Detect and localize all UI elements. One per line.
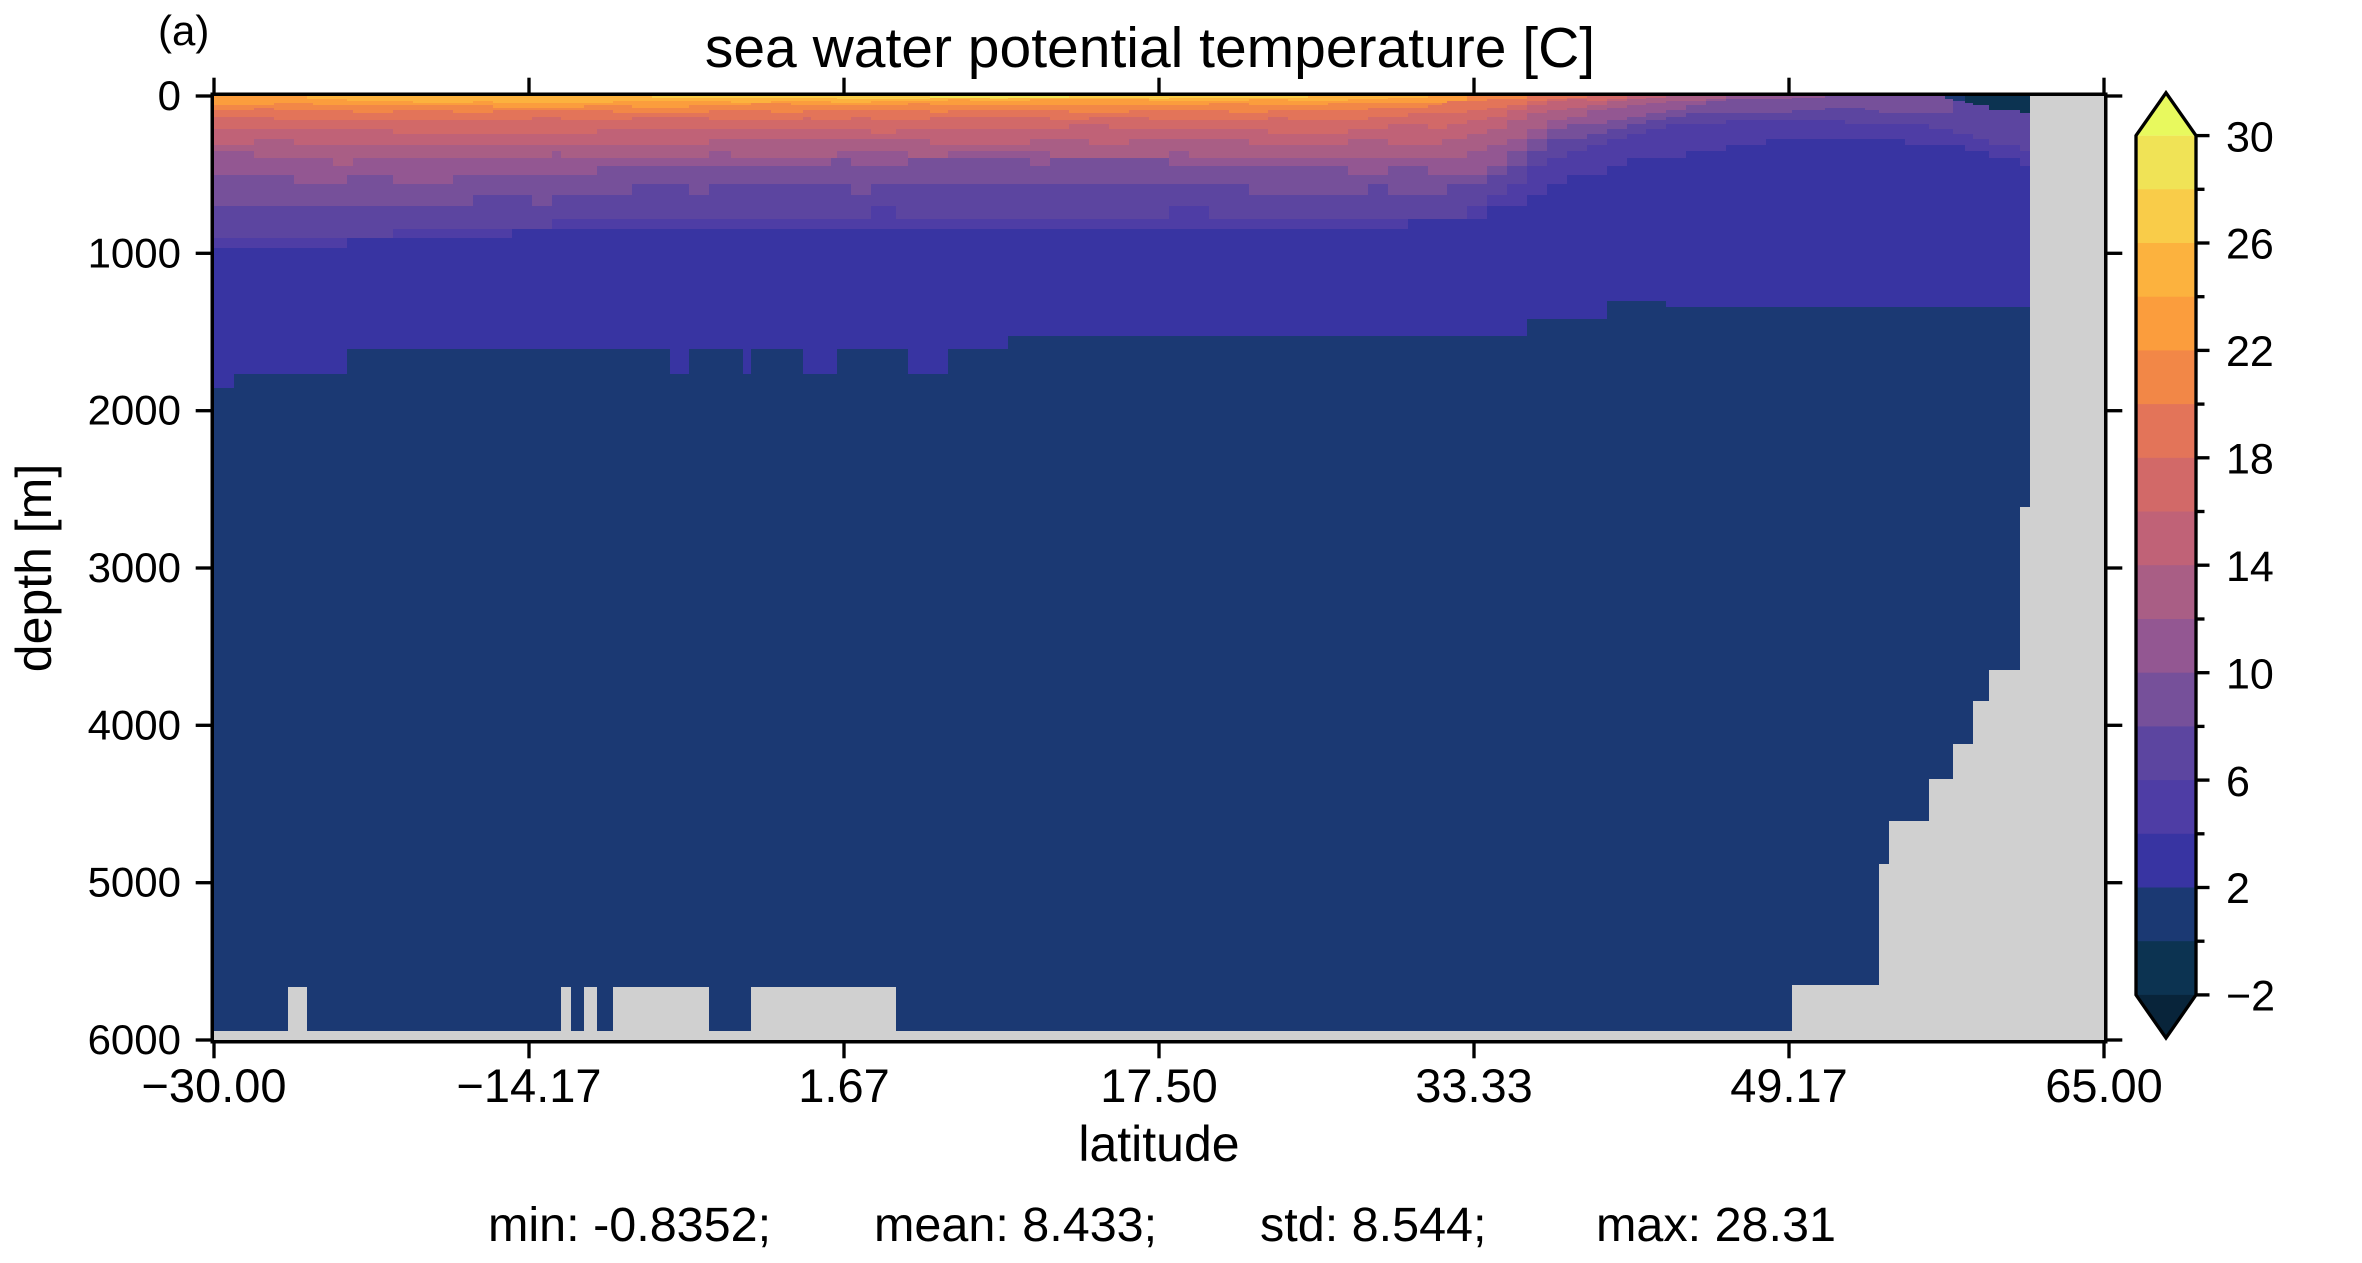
svg-text:10: 10 — [2226, 650, 2274, 698]
svg-text:6000: 6000 — [88, 1016, 181, 1063]
svg-text:−2: −2 — [2226, 973, 2275, 1021]
svg-text:min: -0.8352;: min: -0.8352; — [488, 1198, 771, 1252]
svg-text:depth [m]: depth [m] — [6, 464, 62, 672]
svg-text:latitude: latitude — [1078, 1116, 1239, 1172]
svg-text:sea water potential temperatur: sea water potential temperature [C] — [705, 16, 1595, 80]
svg-text:std: 8.544;: std: 8.544; — [1260, 1198, 1487, 1252]
svg-text:1000: 1000 — [88, 229, 181, 276]
svg-text:max: 28.31: max: 28.31 — [1596, 1198, 1836, 1252]
svg-text:49.17: 49.17 — [1730, 1059, 1848, 1112]
svg-text:3000: 3000 — [88, 544, 181, 591]
svg-text:−14.17: −14.17 — [456, 1059, 601, 1112]
svg-text:5000: 5000 — [88, 859, 181, 906]
svg-text:0: 0 — [158, 72, 181, 119]
svg-text:30: 30 — [2226, 113, 2274, 161]
svg-text:4000: 4000 — [88, 701, 181, 748]
svg-text:−30.00: −30.00 — [141, 1059, 286, 1112]
svg-text:26: 26 — [2226, 221, 2274, 269]
svg-text:33.33: 33.33 — [1415, 1059, 1533, 1112]
svg-text:(a): (a) — [158, 7, 209, 54]
svg-text:2: 2 — [2226, 865, 2250, 913]
svg-text:65.00: 65.00 — [2045, 1059, 2163, 1112]
svg-text:6: 6 — [2226, 758, 2250, 806]
svg-text:1.67: 1.67 — [798, 1059, 889, 1112]
svg-text:14: 14 — [2226, 543, 2274, 591]
svg-text:18: 18 — [2226, 436, 2274, 484]
svg-text:22: 22 — [2226, 328, 2274, 376]
svg-text:17.50: 17.50 — [1100, 1059, 1218, 1112]
svg-text:mean: 8.433;: mean: 8.433; — [874, 1198, 1157, 1252]
svg-text:2000: 2000 — [88, 387, 181, 434]
